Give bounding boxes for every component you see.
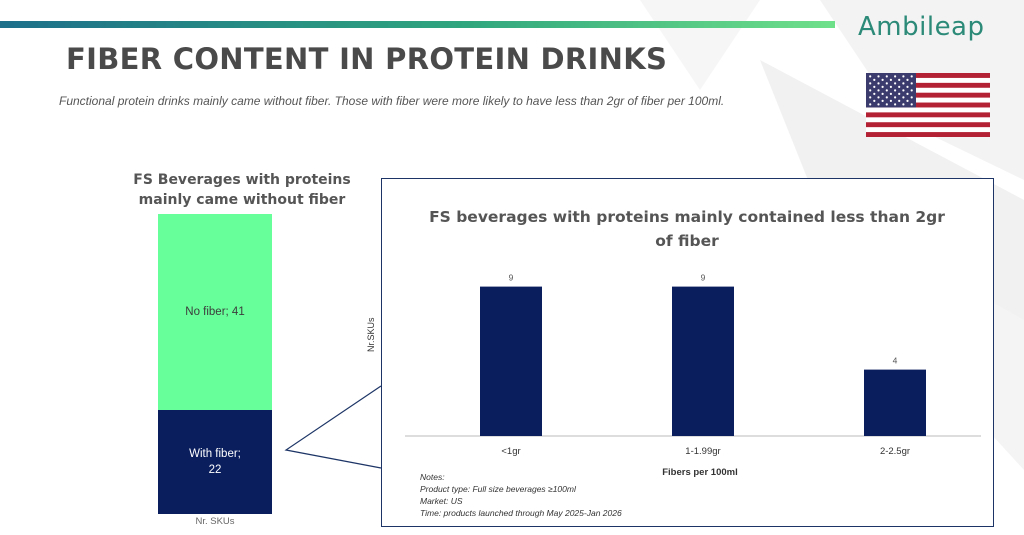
bar-data-label-0: 9 [509,273,514,283]
bar-0 [480,286,542,436]
bar-1 [672,286,734,436]
bar-data-label-1: 9 [701,273,706,283]
notes-time: Time: products launched through May 2025… [420,508,622,518]
page-subtitle: Functional protein drinks mainly came wi… [59,94,725,108]
header-accent-line [0,21,835,28]
bar-2 [864,369,926,436]
bar-data-label-2: 4 [893,356,898,366]
detail-bar-chart: 9 <1gr 9 1-1.99gr 4 2-2.5gr [405,273,981,457]
left-chart-axis-label: Nr. SKUs [195,516,235,527]
x-tick-label-0: <1gr [501,446,520,457]
x-axis-label: Fibers per 100ml [662,467,738,478]
x-tick-label-2: 2-2.5gr [880,446,910,457]
notes-product-type: Product type: Full size beverages ≥100ml [420,484,576,494]
y-axis-label: Nr.SKUs [366,317,376,352]
notes-market: Market: US [420,496,463,506]
brand-logo: Ambileap [858,12,985,42]
notes-heading: Notes: [420,472,445,482]
detail-chart-title: FS beverages with proteins mainly contai… [429,208,945,250]
page-title: FIBER CONTENT IN PROTEIN DRINKS [66,42,668,76]
chart-notes: Notes: Product type: Full size beverages… [420,471,622,519]
stack-segment-no-fiber: No fiber; 41 [158,214,272,410]
stack-segment-with-fiber: With fiber; 22 [158,410,272,514]
with-fiber-data-label: With fiber; 22 [189,448,241,476]
us-flag-icon [866,73,990,137]
no-fiber-data-label: No fiber; 41 [185,306,245,318]
x-tick-label-1: 1-1.99gr [685,446,720,457]
left-chart-title: FS Beverages with proteins mainly came w… [133,172,351,208]
